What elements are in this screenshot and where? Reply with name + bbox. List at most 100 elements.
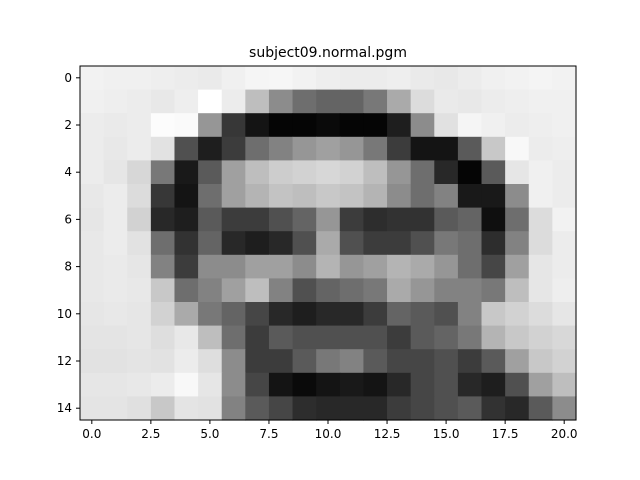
heatmap-cell [410,66,435,91]
heatmap-cell [457,349,483,374]
heatmap-cell [434,254,459,279]
heatmap-cell [174,231,199,256]
heatmap-cell [268,302,294,327]
heatmap-cell [292,231,317,256]
heatmap-cell [292,349,317,374]
heatmap-cell [481,254,506,279]
heatmap-cell [198,372,223,397]
heatmap-cell [150,89,176,114]
heatmap-cell [387,89,412,114]
heatmap-cell [410,372,435,397]
heatmap-cell [505,302,530,327]
heatmap-cell [410,184,435,209]
heatmap-cell [410,207,435,232]
heatmap-cell [198,160,223,185]
heatmap-cell [481,396,506,421]
heatmap-cell [552,325,577,350]
heatmap-cell [127,254,152,279]
heatmap-cell [80,372,105,397]
heatmap-cell [481,325,506,350]
heatmap-cell [127,136,152,161]
heatmap-cell [127,113,152,138]
heatmap-cell [528,207,553,232]
heatmap-cell [198,349,223,374]
heatmap-cell [339,254,365,279]
heatmap-cell [316,207,341,232]
heatmap-cell [316,184,341,209]
heatmap-cell [528,396,553,421]
heatmap-cell [339,184,365,209]
y-tick-label: 6 [64,212,72,226]
heatmap-cell [268,349,294,374]
heatmap-cell [552,207,577,232]
heatmap-cell [268,372,294,397]
heatmap-cell [174,66,199,91]
y-tick-label: 0 [64,71,72,85]
heatmap-cell [387,136,412,161]
heatmap-cell [292,136,317,161]
heatmap-cell [410,278,435,303]
heatmap-cell [221,278,246,303]
heatmap-cell [316,372,341,397]
heatmap-cell [174,136,199,161]
heatmap-cell [150,325,176,350]
heatmap-cell [434,160,459,185]
heatmap-cell [292,396,317,421]
heatmap-cell [505,349,530,374]
heatmap-cell [198,136,223,161]
heatmap-cell [221,207,246,232]
x-tick-label: 7.5 [259,427,278,441]
heatmap-cell [434,66,459,91]
heatmap-cell [245,113,270,138]
heatmap-cell [339,396,365,421]
heatmap-cell [339,160,365,185]
heatmap-cell [505,184,530,209]
heatmap-cell [410,302,435,327]
heatmap-cell [552,89,577,114]
heatmap-cell [316,113,341,138]
heatmap-cell [434,136,459,161]
heatmap-cell [505,325,530,350]
heatmap-cell [198,66,223,91]
heatmap-cell [552,113,577,138]
heatmap-cell [292,113,317,138]
y-tick-label: 8 [64,260,72,274]
heatmap-cell [316,66,341,91]
heatmap-cell [174,207,199,232]
heatmap-cell [292,184,317,209]
x-tick-label: 10.0 [315,427,342,441]
heatmap-cell [174,278,199,303]
heatmap-cell [481,89,506,114]
heatmap-cell [268,66,294,91]
heatmap-cell [150,136,176,161]
heatmap-cell [505,254,530,279]
heatmap-cell [316,160,341,185]
heatmap-cell [268,254,294,279]
heatmap-cell [316,89,341,114]
heatmap-cell [457,184,483,209]
heatmap-cell [457,160,483,185]
heatmap-cell [103,184,128,209]
heatmap-cell [505,278,530,303]
heatmap-cell [174,113,199,138]
heatmap-cell [316,231,341,256]
heatmap-cell [245,372,270,397]
heatmap-cell [80,184,105,209]
heatmap-cell [221,89,246,114]
heatmap-cell [221,349,246,374]
heatmap-cell [505,372,530,397]
heatmap-cell [410,89,435,114]
heatmap-cell [127,160,152,185]
heatmap-cell [268,325,294,350]
heatmap-cell [363,184,388,209]
heatmap-cell [127,66,152,91]
heatmap-cell [221,160,246,185]
heatmap-cell [457,254,483,279]
heatmap-cell [528,231,553,256]
heatmap-cell [198,207,223,232]
heatmap-cell [103,113,128,138]
heatmap-cell [80,396,105,421]
heatmap-cell [552,372,577,397]
heatmap-cell [387,184,412,209]
heatmap-cell [127,231,152,256]
